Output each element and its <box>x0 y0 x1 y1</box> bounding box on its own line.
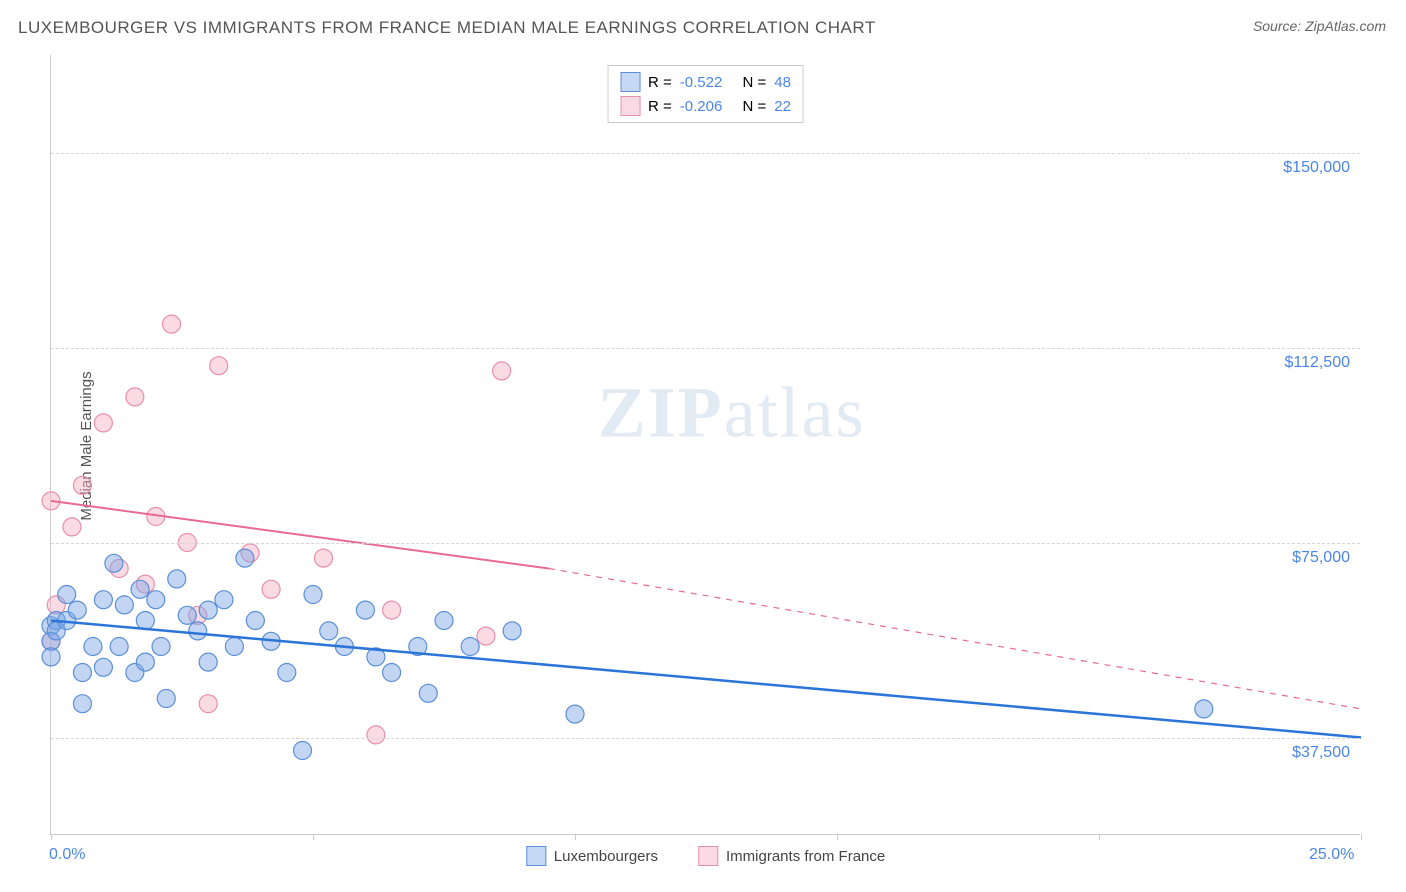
source-citation: Source: ZipAtlas.com <box>1253 18 1386 34</box>
trend-line <box>549 569 1361 709</box>
data-point <box>262 580 280 598</box>
data-point <box>199 601 217 619</box>
swatch-pink-icon <box>698 846 718 866</box>
xtick-mark <box>1099 834 1100 840</box>
chart-title: LUXEMBOURGER VS IMMIGRANTS FROM FRANCE M… <box>18 18 876 38</box>
xtick-label: 25.0% <box>1309 846 1354 864</box>
legend-item-pink: Immigrants from France <box>698 846 885 866</box>
data-point <box>320 622 338 640</box>
data-point <box>477 627 495 645</box>
data-point <box>157 690 175 708</box>
data-point <box>435 612 453 630</box>
data-point <box>94 658 112 676</box>
xtick-mark <box>837 834 838 840</box>
data-point <box>73 664 91 682</box>
data-point <box>246 612 264 630</box>
gridline <box>51 348 1360 349</box>
data-point <box>225 638 243 656</box>
xtick-label: 0.0% <box>49 846 85 864</box>
data-point <box>136 612 154 630</box>
xtick-mark <box>313 834 314 840</box>
data-point <box>367 726 385 744</box>
legend-item-blue: Luxembourgers <box>526 846 658 866</box>
data-point <box>152 638 170 656</box>
plot-area: ZIPatlas R = -0.522 N = 48 R = -0.206 N … <box>50 55 1360 835</box>
chart-container: LUXEMBOURGER VS IMMIGRANTS FROM FRANCE M… <box>0 0 1406 892</box>
data-point <box>115 596 133 614</box>
data-point <box>304 586 322 604</box>
data-point <box>84 638 102 656</box>
data-point <box>110 638 128 656</box>
trend-line <box>51 621 1361 738</box>
gridline <box>51 543 1360 544</box>
data-point <box>136 653 154 671</box>
data-point <box>236 549 254 567</box>
scatter-svg <box>51 55 1361 835</box>
trend-line <box>51 501 549 569</box>
data-point <box>63 518 81 536</box>
data-point <box>1195 700 1213 718</box>
data-point <box>314 549 332 567</box>
data-point <box>189 622 207 640</box>
data-point <box>168 570 186 588</box>
ytick-label: $75,000 <box>1292 549 1350 567</box>
data-point <box>419 684 437 702</box>
data-point <box>566 705 584 723</box>
data-point <box>94 591 112 609</box>
ytick-label: $37,500 <box>1292 744 1350 762</box>
data-point <box>126 388 144 406</box>
data-point <box>493 362 511 380</box>
data-point <box>163 315 181 333</box>
swatch-blue-icon <box>526 846 546 866</box>
gridline <box>51 153 1360 154</box>
data-point <box>503 622 521 640</box>
data-point <box>94 414 112 432</box>
data-point <box>461 638 479 656</box>
data-point <box>147 591 165 609</box>
data-point <box>105 554 123 572</box>
data-point <box>210 357 228 375</box>
data-point <box>178 606 196 624</box>
data-point <box>58 586 76 604</box>
data-point <box>131 580 149 598</box>
data-point <box>73 476 91 494</box>
data-point <box>278 664 296 682</box>
data-point <box>294 742 312 760</box>
ytick-label: $112,500 <box>1284 354 1350 372</box>
data-point <box>42 648 60 666</box>
ytick-label: $150,000 <box>1283 159 1350 177</box>
xtick-mark <box>575 834 576 840</box>
data-point <box>356 601 374 619</box>
xtick-mark <box>51 834 52 840</box>
data-point <box>215 591 233 609</box>
data-point <box>383 601 401 619</box>
bottom-legend: Luxembourgers Immigrants from France <box>526 846 885 866</box>
data-point <box>199 695 217 713</box>
data-point <box>383 664 401 682</box>
gridline <box>51 738 1360 739</box>
data-point <box>73 695 91 713</box>
data-point <box>68 601 86 619</box>
data-point <box>199 653 217 671</box>
xtick-mark <box>1361 834 1362 840</box>
